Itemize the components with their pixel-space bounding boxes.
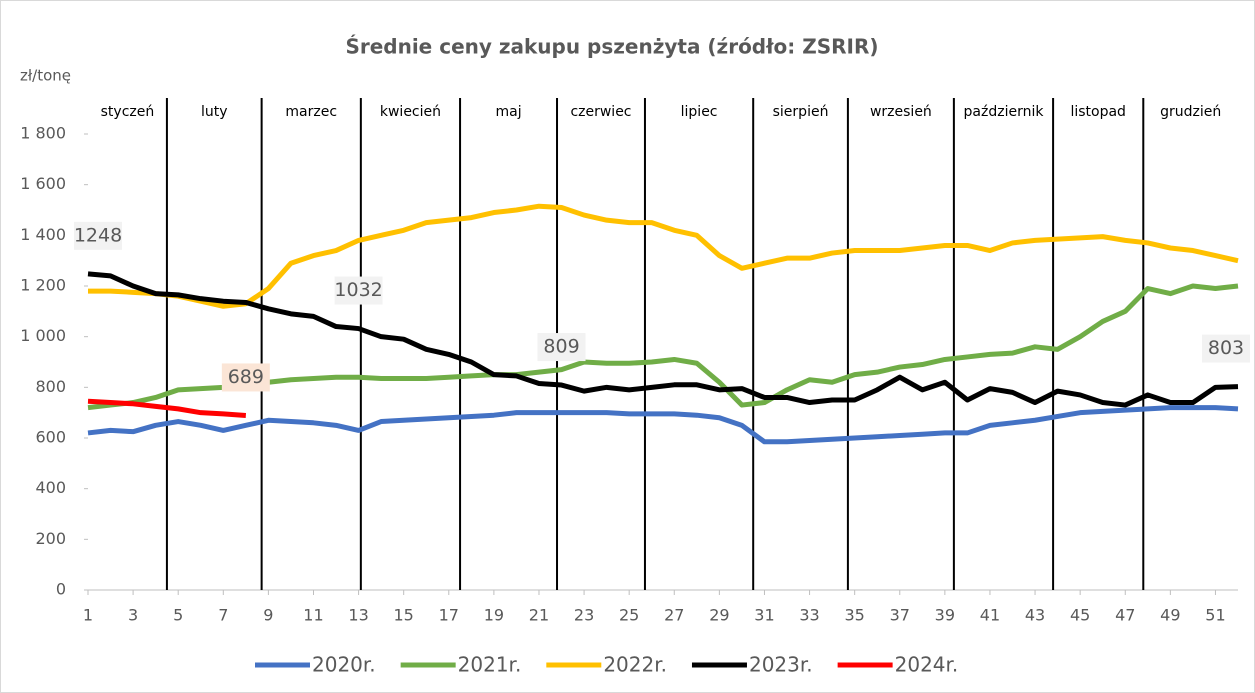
y-tick-label: 800	[35, 377, 66, 396]
x-tick-label: 9	[263, 606, 273, 625]
x-tick-label: 51	[1205, 606, 1225, 625]
month-label: maj	[495, 104, 521, 120]
x-tick-label: 47	[1115, 606, 1135, 625]
y-tick-label: 1 400	[20, 225, 66, 244]
series-line	[88, 203, 1239, 309]
x-tick-label: 33	[799, 606, 819, 625]
data-label-bg	[74, 221, 122, 250]
x-tick-label: 15	[394, 606, 414, 625]
data-label-bg	[221, 363, 270, 392]
x-tick-label: 45	[1070, 606, 1090, 625]
x-tick-label: 27	[664, 606, 684, 625]
month-label: grudzień	[1160, 104, 1221, 120]
legend-label: 2020r.	[312, 653, 376, 677]
x-tick-label: 41	[980, 606, 1000, 625]
legend-label: 2023r.	[749, 653, 813, 677]
series-line	[87, 398, 247, 418]
x-tick-label: 49	[1160, 606, 1180, 625]
legend-label: 2021r.	[458, 653, 522, 677]
x-tick-label: 17	[439, 606, 459, 625]
x-tick-label: 23	[574, 606, 594, 625]
data-label: 809	[543, 336, 579, 358]
x-tick-label: 43	[1025, 606, 1045, 625]
y-tick-label: 0	[56, 580, 66, 599]
data-label: 689	[228, 366, 264, 388]
x-tick-label: 35	[844, 606, 864, 625]
y-axis-label: zł/tonę	[20, 67, 71, 85]
y-tick-label: 400	[35, 478, 66, 497]
series-line	[87, 283, 1239, 411]
y-tick-label: 200	[35, 529, 66, 548]
x-tick-label: 5	[173, 606, 183, 625]
x-tick-label: 31	[754, 606, 774, 625]
month-label: czerwiec	[570, 104, 631, 120]
x-tick-label: 39	[935, 606, 955, 625]
month-label: styczeń	[101, 104, 155, 120]
y-tick-label: 1 600	[20, 174, 66, 193]
data-label-bg	[334, 276, 383, 305]
month-label: listopad	[1070, 104, 1125, 120]
month-label: sierpień	[773, 104, 829, 120]
chart-title: Średnie ceny zakupu pszenżyta (źródło: Z…	[345, 35, 878, 59]
x-tick-label: 3	[128, 606, 138, 625]
x-tick-label: 1	[83, 606, 93, 625]
data-label: 1032	[334, 279, 382, 301]
y-tick-label: 1 000	[20, 326, 66, 345]
x-tick-label: 13	[348, 606, 368, 625]
x-tick-label: 37	[890, 606, 910, 625]
month-label: marzec	[285, 104, 337, 120]
month-label: luty	[201, 104, 228, 120]
data-label-bg	[1202, 334, 1250, 363]
y-tick-label: 600	[35, 428, 66, 447]
y-tick-label: 1 200	[20, 276, 66, 295]
legend-label: 2022r.	[603, 653, 667, 677]
series-line	[87, 405, 1239, 445]
series-line	[87, 271, 1239, 408]
month-label: wrzesień	[870, 104, 932, 120]
month-label: lipiec	[681, 104, 718, 120]
x-tick-label: 25	[619, 606, 639, 625]
x-tick-label: 11	[303, 606, 323, 625]
data-label-bg	[537, 333, 586, 362]
y-tick-label: 1 800	[20, 124, 66, 143]
legend-label: 2024r.	[895, 653, 959, 677]
data-label: 803	[1208, 337, 1244, 359]
month-label: kwiecień	[380, 104, 441, 120]
x-tick-label: 19	[484, 606, 504, 625]
month-label: październik	[964, 104, 1045, 120]
x-tick-label: 21	[529, 606, 549, 625]
data-label: 1248	[74, 224, 122, 246]
x-tick-label: 7	[218, 606, 228, 625]
x-tick-label: 29	[709, 606, 729, 625]
